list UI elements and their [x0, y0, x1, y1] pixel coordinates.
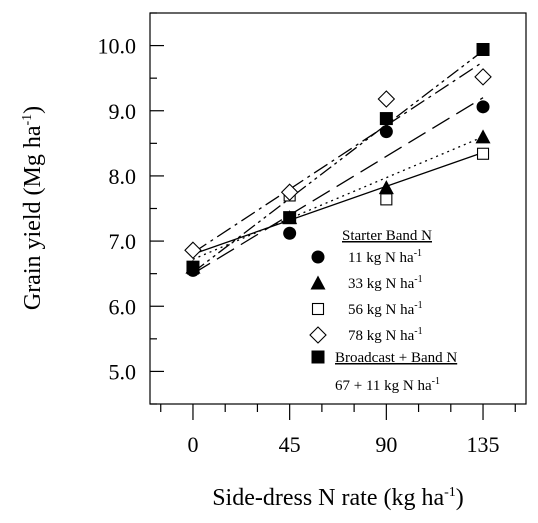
data-point-series-1	[379, 125, 393, 139]
legend-label-main: 11 kg N ha	[348, 250, 414, 266]
data-point-series-4	[474, 68, 492, 86]
x-axis-title-main: Side-dress N rate (kg ha	[212, 485, 444, 511]
legend-heading-broadcast: Broadcast + Band N	[335, 350, 457, 366]
legend-marker-2	[310, 275, 326, 290]
y-tick-label: 10.0	[98, 34, 137, 59]
data-point-series-3	[380, 193, 393, 206]
legend-label-sup: -1	[414, 248, 422, 259]
data-point-series-1	[283, 226, 297, 240]
y-tick-label: 5.0	[109, 359, 137, 384]
x-tick-label: 45	[279, 432, 301, 457]
y-axis-title-main: Grain yield (Mg ha	[20, 125, 46, 310]
legend-label-4: 78 kg N ha-1	[348, 326, 423, 344]
legend-label-sup: -1	[414, 300, 422, 311]
y-tick-label: 7.0	[109, 229, 137, 254]
legend: Starter Band N 11 kg N ha-133 kg N ha-15…	[309, 228, 457, 394]
y-tick-label: 9.0	[109, 99, 137, 124]
legend-broadcast-note-main: 67 + 11 kg N ha	[335, 378, 432, 394]
y-axis: 5.0 6.0 7.0 8.0 9.0 10.0	[98, 12, 164, 405]
data-point-series-2	[475, 129, 491, 144]
x-axis-title: Side-dress N rate (kg ha-1)	[212, 485, 464, 511]
data-point-series-3	[476, 147, 490, 160]
data-point-series-1	[476, 100, 490, 114]
fit-line-2	[192, 151, 484, 255]
x-tick-label: 135	[467, 432, 500, 457]
fit-line-4	[192, 61, 484, 254]
data-point-series-4	[377, 90, 396, 108]
y-tick-label: 8.0	[109, 164, 137, 189]
legend-label-3: 56 kg N ha-1	[348, 300, 423, 318]
x-tick-label: 90	[375, 432, 397, 457]
legend-label-sup: -1	[414, 274, 422, 285]
legend-label-main: 33 kg N ha	[348, 276, 415, 292]
x-axis: 0 45 90 135	[160, 404, 516, 457]
data-point-series-4	[184, 241, 202, 259]
x-axis-title-end: )	[456, 485, 464, 511]
legend-label-1: 11 kg N ha-1	[348, 248, 422, 266]
plot-frame	[149, 12, 527, 405]
legend-label-main: 78 kg N ha	[348, 328, 415, 344]
fit-line-5	[192, 50, 484, 273]
data-point-series-2	[378, 180, 394, 195]
y-tick-label: 6.0	[109, 294, 137, 319]
data-point-series-5	[283, 211, 297, 225]
y-axis-title-end: )	[20, 106, 46, 114]
data-point-series-5	[186, 260, 200, 274]
y-axis-title: Grain yield (Mg ha-1)	[20, 106, 46, 310]
legend-label-2: 33 kg N ha-1	[348, 274, 423, 292]
fit-lines	[192, 50, 484, 275]
fit-line-1	[192, 97, 484, 275]
legend-broadcast-note-sup: -1	[432, 376, 440, 387]
y-axis-title-sup: -1	[20, 114, 35, 126]
x-tick-label: 0	[187, 432, 198, 457]
legend-label-main: 56 kg N ha	[348, 302, 415, 318]
legend-heading-starter: Starter Band N	[342, 228, 432, 244]
legend-broadcast-note: 67 + 11 kg N ha-1	[335, 376, 440, 394]
legend-marker-3	[311, 302, 325, 316]
legend-label-sup: -1	[414, 326, 422, 337]
fit-line-3	[192, 136, 484, 260]
legend-marker-1	[311, 250, 325, 264]
data-point-series-5	[476, 42, 490, 56]
legend-marker-4	[309, 326, 327, 344]
data-point-series-5	[379, 112, 393, 126]
data-point-series-4	[280, 183, 299, 201]
data-points	[184, 42, 492, 277]
legend-marker-5	[311, 350, 325, 364]
x-axis-title-sup: -1	[444, 485, 456, 500]
